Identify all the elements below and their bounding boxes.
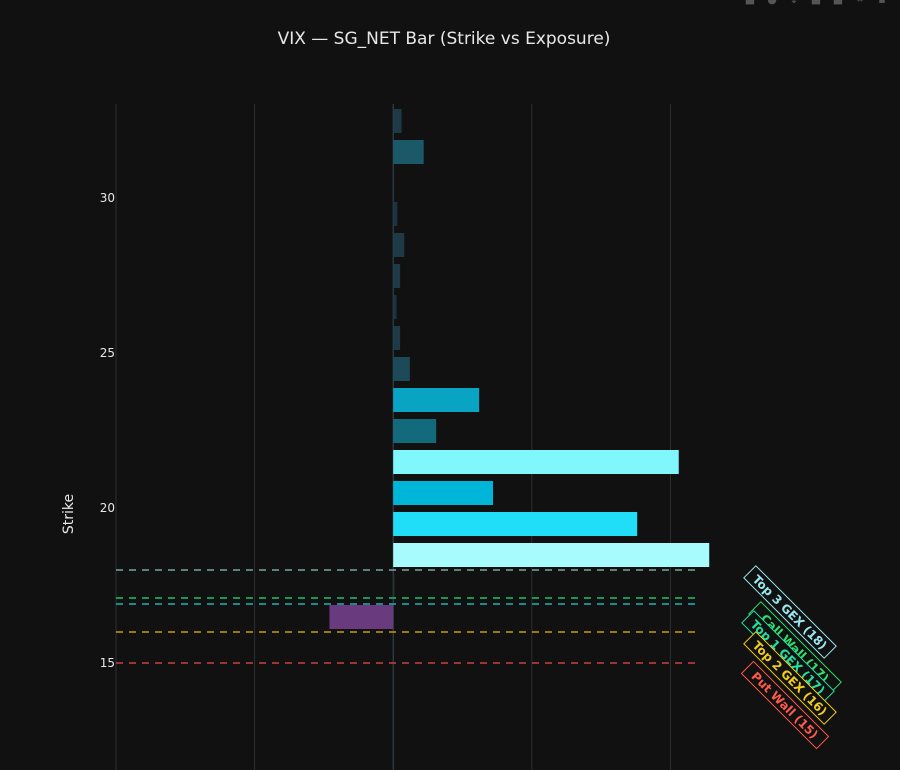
- bar-strike-21[interactable]: [393, 450, 679, 474]
- reset-icon[interactable]: ▪: [876, 0, 888, 6]
- bar-strike-27[interactable]: [393, 264, 401, 288]
- zoom-icon[interactable]: ●: [766, 0, 778, 6]
- annotations-layer: Top 3 GEX (18)Call Wall (17)Top 1 GEX (1…: [740, 565, 842, 750]
- bar-strike-18[interactable]: [393, 543, 710, 567]
- y-tick-label: 25: [100, 346, 115, 360]
- y-ticks-layer: 15 20 25 30: [100, 191, 115, 670]
- chart-title: VIX — SG_NET Bar (Strike vs Exposure): [278, 29, 611, 49]
- zoom-in-icon[interactable]: ■: [810, 0, 822, 6]
- reference-lines-layer: [116, 569, 698, 664]
- bar-strike-32[interactable]: [393, 109, 402, 133]
- bars-layer: [329, 109, 710, 629]
- bar-strike-25[interactable]: [393, 326, 401, 350]
- autoscale-icon[interactable]: ⌗: [854, 0, 866, 6]
- annotation-label: Top 1 GEX (17): [741, 610, 835, 704]
- bar-strike-29[interactable]: [393, 202, 398, 226]
- y-tick-label: 20: [100, 501, 115, 515]
- zoom-out-icon[interactable]: ■: [832, 0, 844, 6]
- bar-strike-19[interactable]: [393, 512, 638, 536]
- y-axis-title: Strike: [61, 494, 77, 534]
- y-tick-label: 30: [100, 191, 115, 205]
- bar-strike-20[interactable]: [393, 481, 494, 505]
- camera-icon[interactable]: ■: [744, 0, 756, 6]
- bar-strike-31[interactable]: [393, 140, 424, 164]
- bar-strike-26[interactable]: [393, 295, 397, 319]
- y-tick-label: 15: [100, 656, 115, 670]
- chart-modebar: ■ ● ↕ ■ ■ ⌗ ▪: [744, 0, 888, 6]
- bar-strike-28[interactable]: [393, 233, 405, 257]
- pan-icon[interactable]: ↕: [788, 0, 800, 6]
- bar-strike-16[interactable]: [329, 605, 394, 629]
- bar-strike-17[interactable]: [393, 574, 395, 598]
- bar-strike-24[interactable]: [393, 357, 410, 381]
- bar-strike-22[interactable]: [393, 419, 437, 443]
- bar-strike-23[interactable]: [393, 388, 480, 412]
